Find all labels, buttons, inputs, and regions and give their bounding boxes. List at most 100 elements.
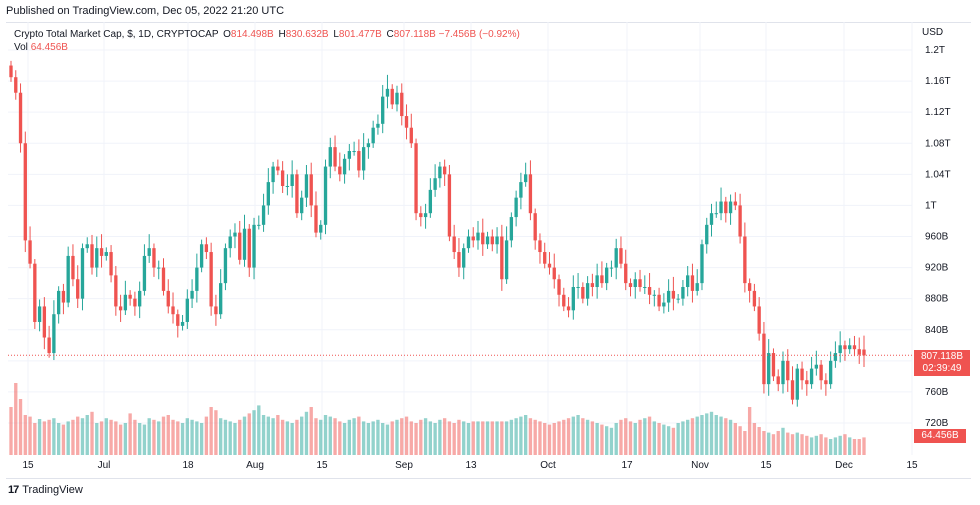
- volume-bar: [852, 439, 857, 455]
- volume-bar: [171, 419, 175, 455]
- last-price-badge: 807.118B 02:39:49: [914, 350, 970, 376]
- volume-bar: [647, 416, 652, 455]
- candle-body: [395, 92, 399, 105]
- candle-body: [795, 368, 799, 400]
- volume-bar: [638, 419, 642, 455]
- y-tick-label: 1.16T: [925, 76, 951, 87]
- open-value: 814.498B: [230, 29, 274, 40]
- candle-body: [504, 240, 509, 280]
- volume-bar: [381, 423, 385, 455]
- candle-body: [657, 294, 661, 307]
- volume-bar: [419, 419, 423, 455]
- candle-body: [714, 213, 718, 215]
- candle-body: [595, 275, 599, 288]
- volume-bar: [128, 413, 132, 455]
- candle-body: [733, 201, 738, 206]
- candle-body: [80, 248, 85, 299]
- volume-bar: [495, 421, 499, 455]
- volume-bar: [357, 416, 361, 455]
- candle-body: [862, 349, 866, 356]
- candle-body: [209, 252, 213, 307]
- candle-body: [495, 236, 499, 245]
- volume-bar: [590, 421, 595, 455]
- volume-bar: [547, 424, 552, 455]
- candle-body: [228, 236, 232, 249]
- candle-body: [576, 287, 580, 289]
- y-tick-label: 920B: [925, 263, 949, 274]
- volume-bar: [361, 421, 366, 455]
- candle-body: [128, 294, 132, 299]
- candle-body: [523, 174, 528, 183]
- candle-body: [266, 182, 270, 206]
- candle-body: [104, 252, 108, 256]
- candle-body: [543, 252, 547, 264]
- candle-body: [323, 166, 328, 225]
- volume-bar: [47, 419, 51, 455]
- volume-bar: [805, 435, 809, 455]
- candle-body: [728, 201, 733, 214]
- candle-body: [843, 345, 847, 350]
- last-price-value: 807.118B: [920, 351, 964, 362]
- candle-body: [557, 279, 561, 295]
- candle-body: [581, 287, 585, 299]
- ohlc-legend: Crypto Total Market Cap, $, 1D, CRYPTOCA…: [14, 29, 520, 40]
- x-tick-label: 15: [22, 460, 34, 471]
- candle-body: [376, 123, 380, 128]
- volume-bar: [743, 431, 747, 455]
- candle-body: [705, 224, 709, 245]
- volume-bar: [309, 407, 313, 455]
- candle-body: [533, 213, 537, 241]
- candle-body: [347, 151, 352, 159]
- candle-body: [361, 147, 366, 171]
- candle-body: [76, 279, 80, 299]
- close-label: C: [386, 29, 394, 40]
- candle-body: [681, 287, 685, 299]
- candle-body: [176, 314, 180, 326]
- candle-body: [671, 290, 676, 299]
- volume-bar: [485, 421, 490, 455]
- x-tick-label: Dec: [835, 460, 853, 471]
- candle-body: [261, 205, 266, 225]
- candle-body: [23, 143, 27, 241]
- footer: 17 TradingView: [8, 484, 83, 496]
- volume-bar: [686, 419, 690, 455]
- volume-bar: [233, 423, 237, 455]
- volume-bar: [114, 421, 118, 455]
- volume-bar: [37, 419, 42, 455]
- volume-bar: [385, 424, 390, 455]
- volume-bar: [504, 421, 509, 455]
- candle-body: [309, 174, 313, 206]
- candle-body: [590, 283, 595, 288]
- volume-bar: [99, 421, 104, 455]
- candle-body: [204, 244, 209, 253]
- candle-body: [319, 224, 323, 233]
- candle-body: [18, 92, 23, 144]
- volume-bar: [700, 415, 704, 455]
- candle-body: [161, 267, 166, 291]
- volume-bar: [595, 423, 599, 455]
- candle-body: [666, 290, 671, 303]
- candle-body: [257, 224, 261, 226]
- candle-body: [185, 298, 189, 322]
- candle-body: [85, 244, 89, 249]
- volume-bar: [838, 435, 842, 455]
- symbol-label: Crypto Total Market Cap, $, 1D, CRYPTOCA…: [14, 29, 219, 40]
- candle-body: [37, 306, 42, 322]
- volume-bar: [142, 424, 147, 455]
- candle-body: [647, 287, 652, 295]
- candle-body: [805, 380, 809, 385]
- volume-bar: [747, 407, 752, 455]
- volume-bar: [190, 419, 194, 455]
- volume-bar: [800, 434, 804, 455]
- volume-bar: [195, 421, 199, 455]
- candle-body: [304, 174, 309, 198]
- y-tick-label: 960B: [925, 232, 949, 243]
- volume-bar: [204, 416, 209, 455]
- candle-body: [833, 353, 838, 361]
- volume-bar: [185, 418, 189, 455]
- volume-bar: [490, 421, 494, 455]
- volume-bar: [400, 418, 404, 455]
- volume-bar: [276, 415, 280, 455]
- volume-bar: [290, 423, 294, 455]
